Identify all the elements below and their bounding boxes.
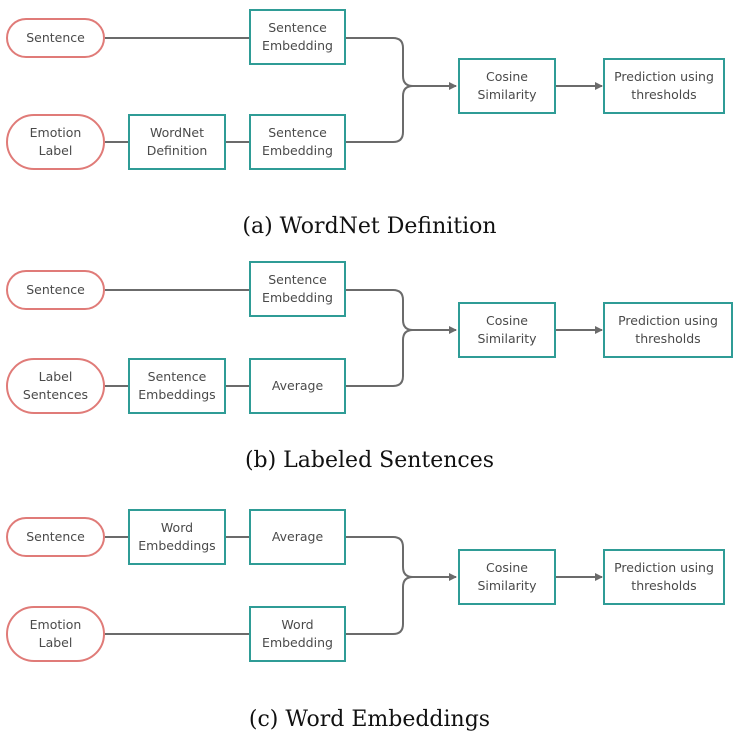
input-emotion-label: Emotion Label — [6, 606, 105, 662]
sentence-embedding-top-box: Sentence Embedding — [249, 261, 346, 317]
connectors — [0, 0, 739, 250]
caption-a: (a) WordNet Definition — [0, 214, 739, 239]
average-box: Average — [249, 509, 346, 565]
connector-average-to-merge — [346, 330, 413, 386]
prediction-box: Prediction using thresholds — [603, 58, 725, 114]
sentence-embedding-top-box: Sentence Embedding — [249, 9, 346, 65]
connector-average-to-merge — [346, 537, 413, 577]
input-sentence: Sentence — [6, 18, 105, 58]
diagram-panel-c: Sentence Word Embeddings Average Emotion… — [0, 495, 739, 753]
input-emotion-label: Emotion Label — [6, 114, 105, 170]
prediction-box: Prediction using thresholds — [603, 549, 725, 605]
input-sentence: Sentence — [6, 270, 105, 310]
input-sentence: Sentence — [6, 517, 105, 557]
wordnet-definition-box: WordNet Definition — [128, 114, 226, 170]
word-embeddings-box: Word Embeddings — [128, 509, 226, 565]
sentence-embeddings-box: Sentence Embeddings — [128, 358, 226, 414]
prediction-box: Prediction using thresholds — [603, 302, 733, 358]
cosine-similarity-box: Cosine Similarity — [458, 302, 556, 358]
caption-c: (c) Word Embeddings — [0, 707, 739, 732]
connector-top-embedding-to-merge — [346, 290, 413, 330]
input-label-sentences: Label Sentences — [6, 358, 105, 414]
average-box: Average — [249, 358, 346, 414]
sentence-embedding-bottom-box: Sentence Embedding — [249, 114, 346, 170]
word-embedding-box: Word Embedding — [249, 606, 346, 662]
diagram-panel-b: Sentence Label Sentences Sentence Embedd… — [0, 250, 739, 495]
cosine-similarity-box: Cosine Similarity — [458, 58, 556, 114]
connector-word-embedding-to-merge — [346, 577, 413, 634]
caption-b: (b) Labeled Sentences — [0, 448, 739, 473]
cosine-similarity-box: Cosine Similarity — [458, 549, 556, 605]
connector-top-embedding-to-merge — [346, 38, 413, 86]
connector-bottom-embedding-to-merge — [346, 86, 413, 142]
diagram-panel-a: Sentence Emotion Label WordNet Definitio… — [0, 0, 739, 250]
